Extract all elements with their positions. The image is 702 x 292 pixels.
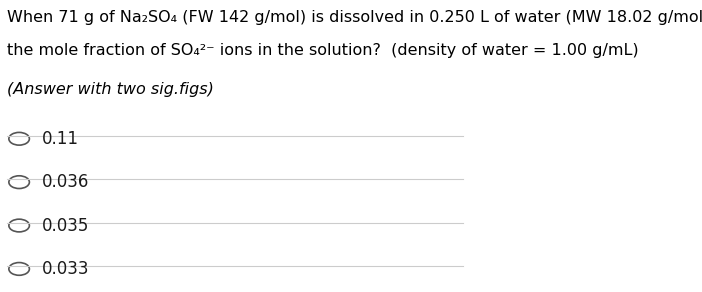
Text: 0.11: 0.11 (41, 130, 79, 148)
Text: 0.033: 0.033 (41, 260, 89, 278)
Text: (Answer with two sig.figs): (Answer with two sig.figs) (7, 82, 214, 97)
Text: When 71 g of Na₂SO₄ (FW 142 g/mol) is dissolved in 0.250 L of water (MW 18.02 g/: When 71 g of Na₂SO₄ (FW 142 g/mol) is di… (7, 10, 702, 25)
Text: 0.036: 0.036 (41, 173, 89, 191)
Text: the mole fraction of SO₄²⁻ ions in the solution?  (density of water = 1.00 g/mL): the mole fraction of SO₄²⁻ ions in the s… (7, 43, 639, 58)
Text: 0.035: 0.035 (41, 217, 89, 234)
